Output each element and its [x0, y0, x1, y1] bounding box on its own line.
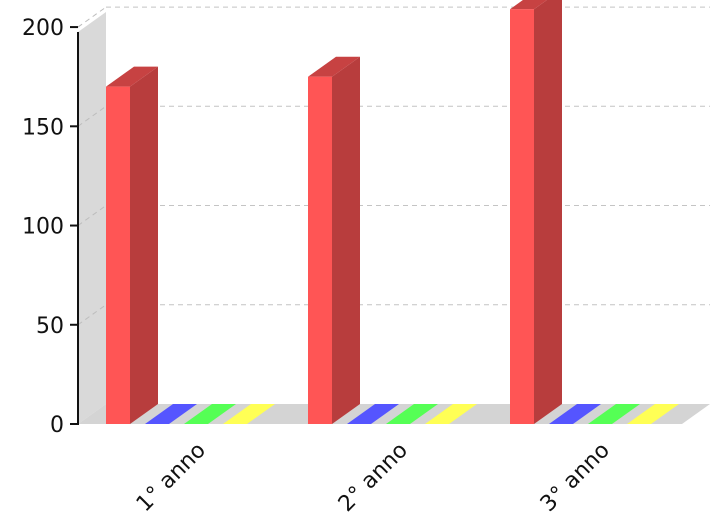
gridline-diagonal	[77, 105, 107, 127]
bar-flat	[347, 404, 399, 424]
bar-top	[106, 66, 158, 87]
bar-side	[130, 66, 158, 424]
bar	[106, 86, 130, 424]
y-tick-label: 0	[50, 413, 64, 438]
bar-flat	[588, 404, 640, 424]
gridline-diagonal	[77, 304, 107, 326]
bar-flat	[549, 404, 601, 424]
gridline-diagonal	[77, 6, 107, 28]
bar-side	[332, 56, 360, 424]
bar-top	[308, 56, 360, 77]
category-label: 1° anno	[132, 438, 211, 517]
y-tick-label: 50	[36, 314, 64, 339]
y-tick-labels: 0 50 100 150 200	[22, 16, 64, 438]
y-axis	[70, 26, 79, 425]
bar-flat	[184, 404, 236, 424]
bar	[510, 9, 534, 424]
y-tick-label: 150	[22, 115, 64, 140]
bar-flat	[145, 404, 197, 424]
y-tick-label: 200	[22, 16, 64, 41]
bar-flat	[627, 404, 679, 424]
bar-flat	[425, 404, 477, 424]
category-label: 3° anno	[536, 438, 615, 517]
side-wall	[78, 12, 106, 424]
category-label: 2° anno	[334, 438, 413, 517]
bar-flat	[386, 404, 438, 424]
gridlines	[77, 6, 710, 326]
bar	[308, 76, 332, 424]
y-tick-label: 100	[22, 215, 64, 240]
gridline-diagonal	[77, 205, 107, 226]
bar-top	[510, 0, 547, 10]
chart-walls	[78, 12, 106, 424]
bar-side	[534, 0, 562, 424]
bars	[106, 0, 679, 424]
category-labels: 1° anno 2° anno 3° anno	[132, 438, 615, 517]
bar-flat	[223, 404, 275, 424]
